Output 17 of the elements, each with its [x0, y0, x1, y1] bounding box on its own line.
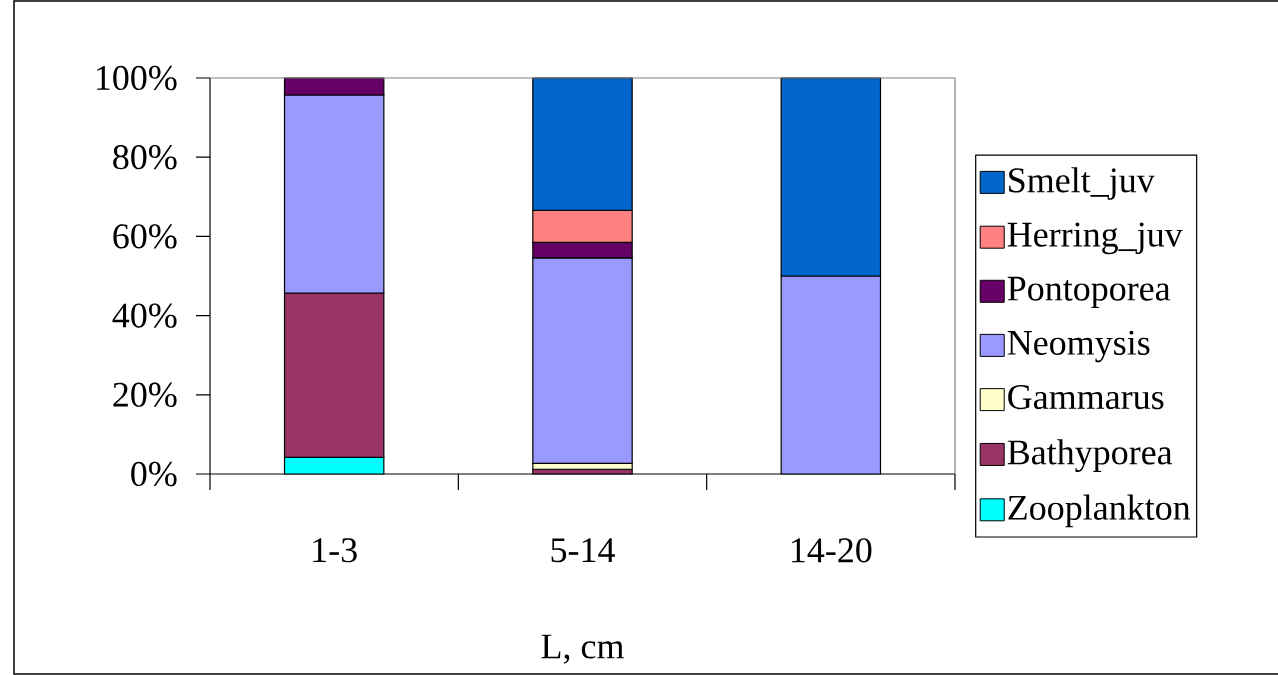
x-tick-label: 14-20: [792, 538, 872, 563]
legend-label: Herring_juv: [1007, 222, 1183, 255]
legend-label: Smelt_juv: [1009, 167, 1155, 200]
y-tick-label: 40%: [112, 303, 177, 328]
x-axis-title: L, cm: [541, 634, 624, 664]
legend-label: Pontoporea: [1007, 276, 1171, 309]
x-tick-label: 5-14: [551, 538, 615, 563]
y-tick-label: 80%: [113, 145, 177, 170]
x-tick-label: 1-3: [313, 538, 357, 563]
y-tick-label: 60%: [113, 224, 177, 249]
legend-label: Neomysis: [1007, 330, 1150, 363]
legend-label: Bathyporea: [1007, 439, 1173, 472]
y-tick-label: 0%: [131, 461, 177, 487]
legend-label: Zooplankton: [1008, 494, 1191, 528]
y-tick-label: 100%: [96, 65, 177, 91]
y-tick-label: 20%: [113, 382, 177, 407]
legend-label: Gammarus: [1008, 385, 1164, 410]
